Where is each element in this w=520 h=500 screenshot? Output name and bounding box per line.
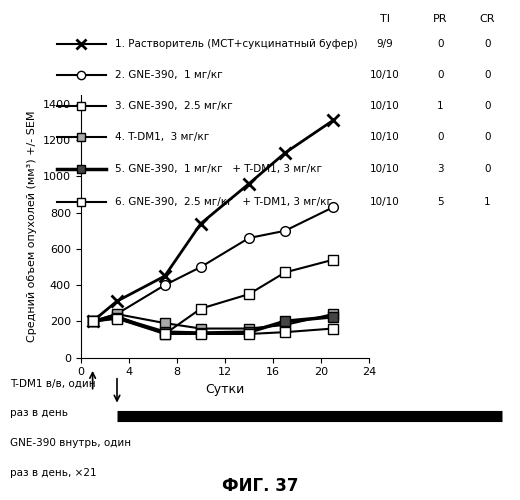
- Text: 10/10: 10/10: [370, 197, 400, 207]
- Text: 10/10: 10/10: [370, 70, 400, 80]
- Text: раз в день: раз в день: [10, 408, 69, 418]
- Y-axis label: Средний объем опухолей (мм³) +/- SEM: Средний объем опухолей (мм³) +/- SEM: [27, 110, 37, 342]
- Text: 3. GNE-390,  2.5 мг/кг: 3. GNE-390, 2.5 мг/кг: [115, 101, 232, 111]
- Text: 0: 0: [484, 164, 490, 174]
- Text: 0: 0: [437, 132, 444, 141]
- Text: 0: 0: [484, 132, 490, 141]
- Text: 1: 1: [484, 197, 490, 207]
- Text: 3: 3: [437, 164, 444, 174]
- Text: 5: 5: [437, 197, 444, 207]
- Text: 1: 1: [437, 101, 444, 111]
- Text: 0: 0: [437, 40, 444, 50]
- X-axis label: Сутки: Сутки: [205, 383, 244, 396]
- Text: CR: CR: [479, 14, 495, 24]
- Text: раз в день, ×21: раз в день, ×21: [10, 468, 97, 477]
- Text: 2. GNE-390,  1 мг/кг: 2. GNE-390, 1 мг/кг: [115, 70, 223, 80]
- Text: ФИГ. 37: ФИГ. 37: [222, 477, 298, 495]
- Text: TI: TI: [380, 14, 390, 24]
- Text: 1. Растворитель (МСТ+сукцинатный буфер): 1. Растворитель (МСТ+сукцинатный буфер): [115, 40, 357, 50]
- Text: GNE-390 внутрь, один: GNE-390 внутрь, один: [10, 438, 132, 448]
- Text: 0: 0: [484, 70, 490, 80]
- Text: PR: PR: [433, 14, 448, 24]
- Text: T-DM1 в/в, один: T-DM1 в/в, один: [10, 378, 96, 388]
- Text: 4. T-DM1,  3 мг/кг: 4. T-DM1, 3 мг/кг: [115, 132, 209, 141]
- Text: 10/10: 10/10: [370, 164, 400, 174]
- Text: 9/9: 9/9: [376, 40, 393, 50]
- Text: 6. GNE-390,  2.5 мг/кг   + T-DM1, 3 мг/кг: 6. GNE-390, 2.5 мг/кг + T-DM1, 3 мг/кг: [115, 197, 332, 207]
- Text: 0: 0: [484, 101, 490, 111]
- Text: 0: 0: [437, 70, 444, 80]
- Text: 10/10: 10/10: [370, 101, 400, 111]
- Text: 0: 0: [484, 40, 490, 50]
- Text: 10/10: 10/10: [370, 132, 400, 141]
- Text: 5. GNE-390,  1 мг/кг   + T-DM1, 3 мг/кг: 5. GNE-390, 1 мг/кг + T-DM1, 3 мг/кг: [115, 164, 322, 174]
